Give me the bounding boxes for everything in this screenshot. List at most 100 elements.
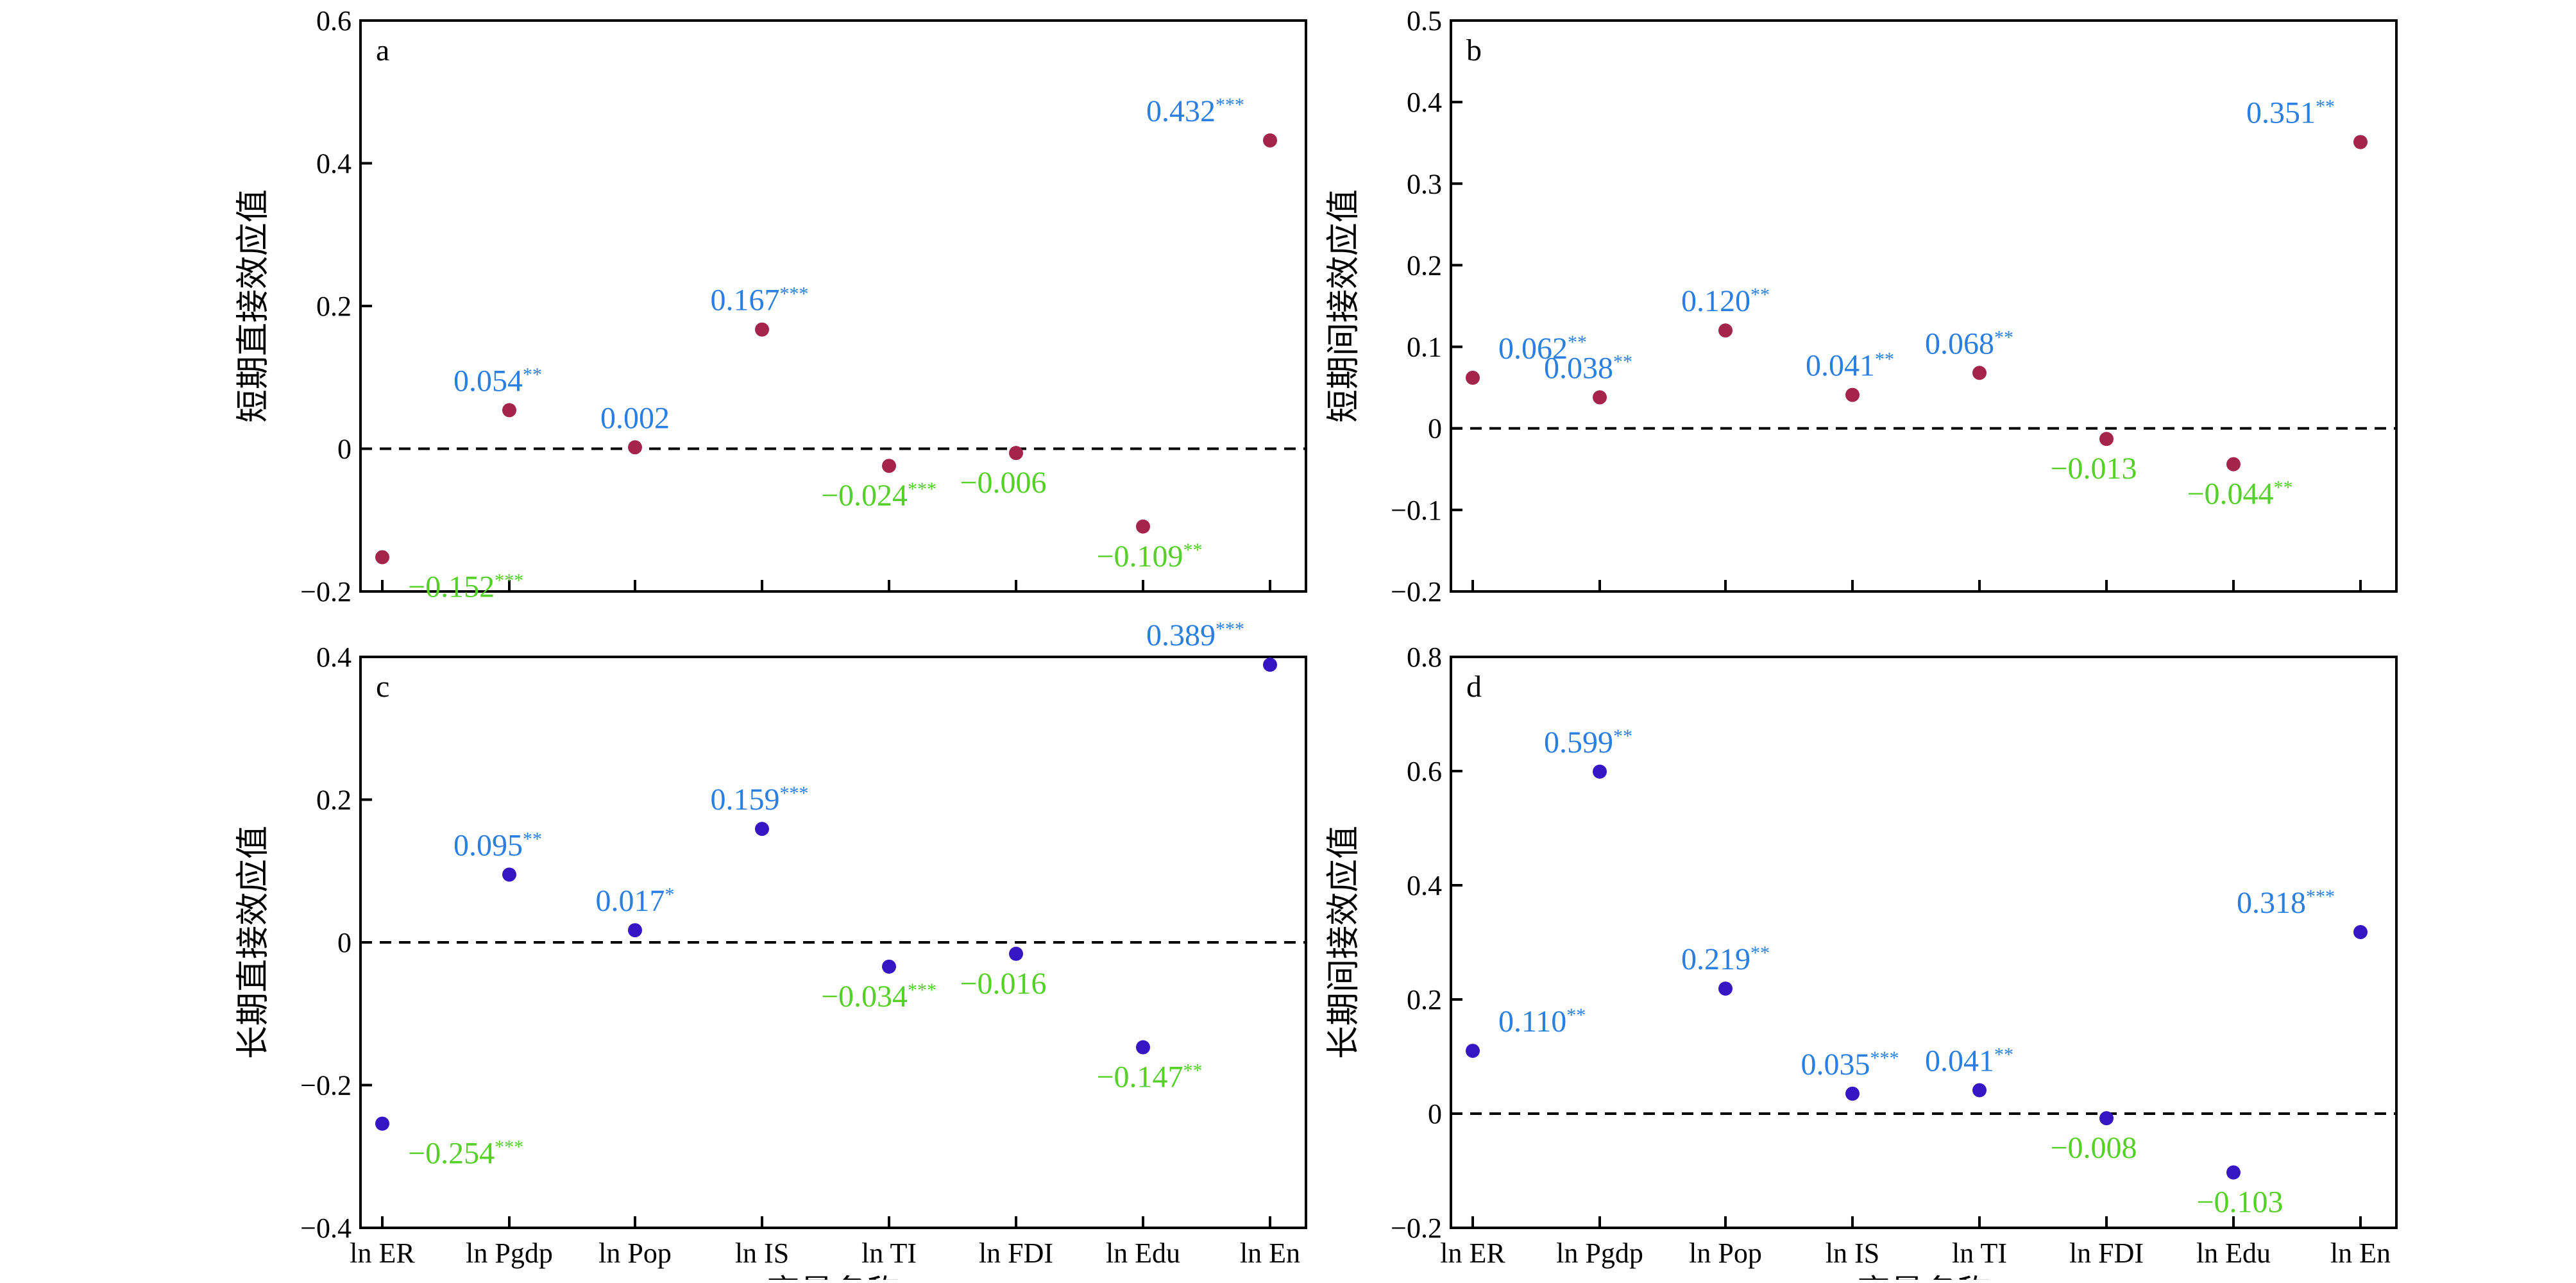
data-point	[1009, 446, 1023, 461]
y-tick-label: −0.2	[1391, 1212, 1442, 1244]
x-tick-label: ln ER	[1440, 1237, 1505, 1269]
data-point	[1718, 323, 1733, 338]
data-label: 0.159***	[711, 783, 809, 817]
data-point	[1593, 764, 1607, 779]
x-tick-label: ln Pgdp	[466, 1237, 553, 1269]
y-tick-label: 0	[337, 434, 352, 465]
y-axis-title: 长期间接效应值	[1326, 826, 1362, 1059]
x-tick-label: ln En	[2330, 1237, 2391, 1269]
y-tick-label: 0.2	[316, 291, 352, 322]
data-point	[2226, 457, 2241, 472]
data-label: −0.008	[2050, 1131, 2137, 1165]
data-label: 0.002	[600, 401, 670, 435]
data-point	[502, 867, 516, 882]
plot-frame	[1450, 656, 2398, 1229]
data-point	[1136, 519, 1150, 534]
y-axis-title: 短期间接效应值	[1326, 189, 1362, 423]
data-label: 0.035***	[1801, 1048, 1899, 1082]
y-tick-label: −0.2	[300, 1070, 352, 1101]
data-label: 0.219**	[1681, 942, 1770, 976]
data-point	[1593, 390, 1607, 405]
y-tick-label: 0.4	[1407, 87, 1442, 118]
data-point	[1466, 1044, 1480, 1058]
data-label: −0.013	[2050, 452, 2137, 486]
panel-letter: d	[1466, 670, 1482, 704]
data-point	[1845, 387, 1860, 402]
y-tick-label: 0.5	[1407, 5, 1442, 37]
x-tick-label: ln Edu	[1106, 1237, 1180, 1269]
data-point	[628, 440, 642, 455]
y-tick-label: 0.2	[1407, 250, 1442, 281]
panel-c: c −0.4 −0.2 0 0.2 0.4 长期直接效应值 ln ER ln Pgdp ln Po…	[235, 618, 1307, 1283]
data-point	[1718, 981, 1733, 996]
data-point	[1466, 370, 1480, 385]
y-tick-label: −0.2	[300, 576, 352, 608]
x-tick-label: ln TI	[1952, 1237, 2007, 1269]
data-label: 0.062**	[1498, 332, 1587, 366]
y-tick-label: 0.3	[1407, 168, 1442, 200]
data-label: 0.068**	[1925, 327, 2013, 361]
data-label: 0.054**	[453, 364, 542, 398]
data-label: 0.041**	[1925, 1044, 2013, 1078]
y-tick-label: 0.1	[1407, 332, 1442, 363]
y-tick-label: −0.4	[300, 1212, 352, 1244]
panel-a: a −0.2 0 0.2 0.4 0.6 短期直接效应值 −0.152*** 0.054** 0.…	[235, 5, 1307, 608]
data-point	[2353, 135, 2368, 149]
data-point	[1009, 946, 1023, 961]
panel-d: d −0.2 0 0.2 0.4 0.6 0.8 长期间接效应值 ln ER ln Pgdp ln …	[1326, 642, 2398, 1283]
data-point	[1972, 366, 1987, 380]
data-point	[375, 550, 389, 565]
data-label: 0.120**	[1681, 284, 1770, 318]
data-label: −0.109**	[1096, 540, 1202, 574]
data-label: 0.038**	[1544, 351, 1632, 385]
data-point	[502, 403, 516, 418]
y-tick-label: 0.2	[316, 785, 352, 816]
x-tick-label: ln Pop	[598, 1237, 672, 1269]
y-tick-label: 0.6	[1407, 756, 1442, 787]
y-tick-label: 0	[1428, 1098, 1442, 1130]
y-tick-label: 0.4	[1407, 870, 1442, 901]
data-point	[1263, 658, 1277, 672]
data-point	[882, 959, 896, 974]
data-label: −0.024***	[821, 479, 936, 513]
data-point	[2099, 1111, 2114, 1126]
data-label: 0.389***	[1146, 618, 1244, 652]
y-tick-label: 0.2	[1407, 984, 1442, 1015]
x-axis-title: 变量名称	[1857, 1275, 1990, 1280]
plot-frame	[1450, 19, 2398, 593]
data-point	[1972, 1083, 1987, 1098]
data-label: 0.599**	[1544, 726, 1632, 760]
y-tick-label: 0.6	[316, 5, 352, 37]
data-point	[628, 923, 642, 938]
data-label: −0.034***	[821, 980, 936, 1014]
data-point	[2099, 432, 2114, 446]
y-tick-label: 0.4	[316, 148, 352, 180]
data-label: −0.006	[960, 466, 1046, 500]
data-label: −0.103	[2196, 1185, 2283, 1219]
data-label: −0.147**	[1096, 1060, 1202, 1094]
panel-letter: b	[1466, 33, 1482, 67]
x-axis-title: 变量名称	[767, 1275, 900, 1280]
data-label: −0.152***	[408, 570, 523, 604]
x-tick-label: ln TI	[861, 1237, 917, 1269]
y-tick-label: −0.2	[1391, 576, 1442, 608]
y-tick-label: 0	[337, 927, 352, 958]
data-point	[375, 1116, 389, 1131]
data-point	[1845, 1086, 1860, 1101]
data-label: −0.044**	[2187, 477, 2292, 511]
x-tick-label: ln IS	[735, 1237, 789, 1269]
data-point	[2226, 1165, 2241, 1180]
y-tick-label: 0	[1428, 413, 1442, 445]
data-label: 0.017*	[596, 884, 675, 918]
x-tick-label: ln En	[1240, 1237, 1300, 1269]
data-point	[882, 459, 896, 473]
panel-letter: c	[376, 670, 389, 704]
data-point	[2353, 924, 2368, 939]
x-tick-label: ln FDI	[979, 1237, 1053, 1269]
data-label: 0.318***	[2237, 886, 2335, 920]
data-point	[755, 322, 769, 337]
data-label: −0.016	[960, 967, 1046, 1001]
data-label: 0.110**	[1498, 1005, 1586, 1039]
